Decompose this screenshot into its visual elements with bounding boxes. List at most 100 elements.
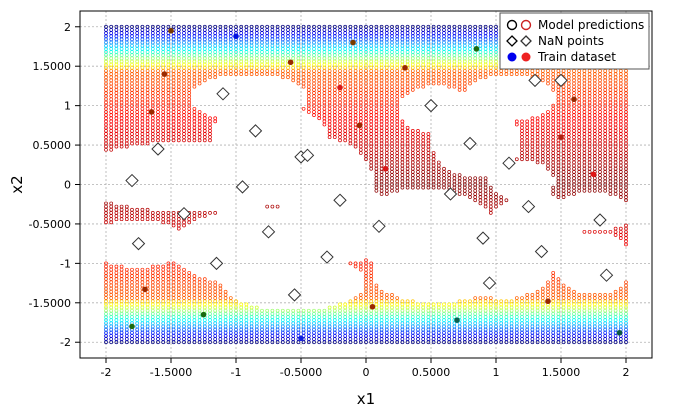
prediction-point xyxy=(223,289,228,294)
prediction-point xyxy=(343,302,348,307)
prediction-point xyxy=(280,308,285,313)
prediction-point xyxy=(577,293,582,297)
prediction-point xyxy=(618,286,623,291)
prediction-point xyxy=(405,299,410,304)
prediction-point xyxy=(624,280,628,285)
prediction-point xyxy=(208,280,212,285)
prediction-point xyxy=(582,229,587,234)
prediction-point xyxy=(514,296,519,300)
prediction-point xyxy=(182,267,186,272)
prediction-point xyxy=(473,296,478,300)
prediction-point xyxy=(535,289,540,294)
prediction-point xyxy=(478,296,483,300)
prediction-point xyxy=(400,299,405,304)
prediction-point xyxy=(509,299,514,304)
prediction-point xyxy=(145,267,150,272)
prediction-point xyxy=(390,293,394,297)
prediction-point xyxy=(613,289,618,294)
prediction-point xyxy=(306,308,311,313)
prediction-point xyxy=(187,270,192,275)
prediction-point xyxy=(561,283,566,288)
prediction-point xyxy=(104,261,108,266)
prediction-point xyxy=(488,296,493,300)
prediction-point xyxy=(130,267,134,272)
prediction-point xyxy=(426,302,431,307)
prediction-point xyxy=(546,280,550,285)
prediction-point xyxy=(296,308,301,313)
prediction-point xyxy=(598,293,602,297)
prediction-point xyxy=(525,293,530,297)
prediction-point xyxy=(213,280,218,285)
prediction-point xyxy=(234,299,238,304)
prediction-point xyxy=(452,302,457,307)
prediction-point xyxy=(260,308,264,313)
prediction-point xyxy=(624,223,628,228)
prediction-point xyxy=(369,261,374,266)
prediction-point xyxy=(192,274,197,278)
prediction-point xyxy=(364,258,368,263)
prediction-point xyxy=(410,299,415,304)
prediction-point xyxy=(572,289,576,294)
prediction-point xyxy=(327,305,332,310)
prediction-point xyxy=(270,308,275,313)
prediction-point xyxy=(421,302,426,307)
prediction-point xyxy=(468,299,472,304)
prediction-point xyxy=(275,308,280,313)
prediction-point xyxy=(353,296,358,300)
prediction-point xyxy=(254,305,259,310)
prediction-point xyxy=(504,299,509,304)
prediction-point xyxy=(358,261,363,266)
prediction-point xyxy=(587,293,592,297)
prediction-point xyxy=(587,229,592,234)
prediction-point xyxy=(265,308,270,313)
prediction-point xyxy=(566,286,571,291)
prediction-point xyxy=(332,305,337,310)
prediction-point xyxy=(540,286,545,291)
prediction-point xyxy=(353,261,358,266)
prediction-point xyxy=(384,293,389,297)
prediction-point xyxy=(431,302,436,307)
prediction-point xyxy=(249,305,254,310)
prediction-point xyxy=(613,226,618,231)
prediction-point xyxy=(286,308,290,313)
prediction-point xyxy=(228,296,233,300)
prediction-point xyxy=(436,302,441,307)
prediction-point xyxy=(520,296,524,300)
prediction-point xyxy=(338,302,342,307)
prediction-point xyxy=(202,277,207,281)
prediction-point xyxy=(592,293,597,297)
prediction-point xyxy=(608,229,613,234)
prediction-point xyxy=(166,261,171,266)
prediction-point xyxy=(124,267,129,272)
prediction-point xyxy=(603,293,608,297)
prediction-point xyxy=(109,264,114,269)
prediction-point xyxy=(416,302,420,307)
prediction-point xyxy=(618,226,623,231)
prediction-point xyxy=(379,289,384,294)
prediction-point xyxy=(603,229,608,234)
prediction-point xyxy=(312,308,316,313)
prediction-point xyxy=(291,308,296,313)
prediction-point xyxy=(462,299,467,304)
prediction-point xyxy=(395,296,400,300)
prediction-point xyxy=(358,293,363,297)
prediction-point xyxy=(598,229,602,234)
prediction-point xyxy=(322,308,327,313)
prediction-point xyxy=(135,267,140,272)
prediction-point xyxy=(551,270,556,275)
prediction-point xyxy=(114,264,119,269)
prediction-point xyxy=(156,264,160,269)
prediction-point xyxy=(119,264,124,269)
prediction-point xyxy=(592,229,597,234)
prediction-point xyxy=(374,283,379,288)
prediction-point xyxy=(244,302,249,307)
prediction-point xyxy=(483,296,488,300)
prediction-point xyxy=(317,308,322,313)
prediction-point xyxy=(161,264,166,269)
prediction-point xyxy=(582,293,587,297)
prediction-point xyxy=(197,277,202,281)
prediction-point xyxy=(442,302,446,307)
prediction-point xyxy=(176,264,181,269)
prediction-point xyxy=(171,261,176,266)
